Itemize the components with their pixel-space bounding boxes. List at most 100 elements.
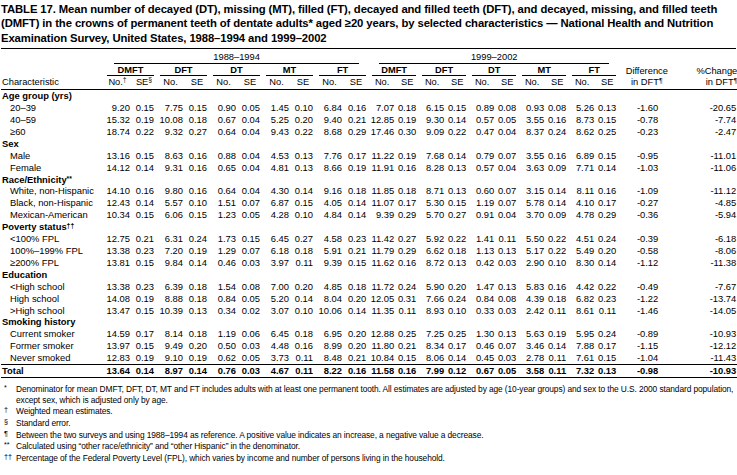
value-cell: 0.64 — [210, 126, 239, 138]
value-cell: 0.10 — [447, 305, 469, 317]
value-cell: 0.15 — [345, 257, 369, 269]
group-header-dmft: DMFT — [104, 64, 157, 76]
value-cell: 0.60 — [469, 185, 497, 197]
row-label: Female — [1, 162, 104, 174]
group-label: DMFT — [372, 65, 416, 76]
value-cell: 0.24 — [186, 233, 210, 245]
value-cell: 0.46 — [210, 257, 239, 269]
value-cell: 3.55 — [519, 114, 547, 126]
value-cell: 0.14 — [186, 365, 210, 378]
value-cell: 1.47 — [469, 281, 497, 293]
value-cell: 13.16 — [104, 150, 133, 162]
value-cell: 0.15 — [397, 352, 419, 364]
group-header-dft: DFT — [157, 64, 210, 76]
value-cell: 0.18 — [345, 281, 369, 293]
row-label: ≥60 — [1, 126, 104, 138]
value-cell: 5.49 — [569, 245, 597, 257]
value-cell: 0.84 — [210, 293, 239, 305]
no-subheader: No. — [263, 76, 292, 90]
value-cell: 4.51 — [569, 233, 597, 245]
group-label: MT — [266, 65, 313, 76]
value-cell: 0.25 — [447, 328, 469, 340]
value-cell: 9.31 — [157, 162, 186, 174]
value-cell: 0.14 — [447, 114, 469, 126]
value-cell: 4.30 — [263, 185, 292, 197]
value-cell: -7.67 — [674, 281, 737, 293]
section-row: Age group (yrs) — [1, 90, 737, 102]
value-cell: 8.68 — [316, 126, 345, 138]
table-row: 40–5915.320.1910.080.180.670.045.250.209… — [1, 114, 737, 126]
value-cell: 6.84 — [316, 102, 345, 114]
value-cell: 0.04 — [239, 114, 263, 126]
footnote-text: Between the two surveys and using 1988–1… — [16, 430, 483, 440]
value-cell: 5.92 — [419, 233, 447, 245]
value-cell: 0.18 — [186, 328, 210, 340]
value-cell: 0.08 — [497, 293, 519, 305]
value-cell: 0.23 — [133, 245, 157, 257]
value-cell: 0.62 — [210, 352, 239, 364]
value-cell: 5.63 — [519, 328, 547, 340]
value-cell: 5.57 — [157, 197, 186, 209]
group-header-dft: DFT — [419, 64, 469, 76]
value-cell: 0.07 — [239, 197, 263, 209]
value-cell: -1.60 — [619, 102, 674, 114]
value-cell: 0.11 — [547, 365, 569, 378]
value-cell: 0.16 — [597, 185, 619, 197]
value-cell: 9.39 — [316, 257, 345, 269]
value-cell: 0.02 — [239, 305, 263, 317]
value-cell: 0.16 — [547, 281, 569, 293]
group-label: DT — [213, 65, 260, 76]
value-cell: -11.06 — [674, 162, 737, 174]
value-cell: 3.97 — [263, 257, 292, 269]
value-cell: 3.58 — [519, 365, 547, 378]
value-cell: 0.24 — [597, 233, 619, 245]
footnote-symbol: ** — [4, 440, 9, 451]
value-cell: 0.14 — [447, 352, 469, 364]
footnote-text: Denominator for mean DMFT, DFT, DT, MT a… — [16, 384, 733, 405]
value-cell: 6.31 — [157, 233, 186, 245]
value-cell: 0.18 — [447, 245, 469, 257]
section-label: Poverty status†† — [1, 221, 737, 233]
value-cell: 0.19 — [186, 245, 210, 257]
value-cell: 0.20 — [345, 340, 369, 352]
value-cell: 10.34 — [104, 209, 133, 221]
value-cell: 0.25 — [597, 126, 619, 138]
value-cell: 0.03 — [239, 340, 263, 352]
value-cell: 11.42 — [369, 233, 397, 245]
row-label: Mexican-American — [1, 209, 104, 221]
value-cell: 1.23 — [210, 209, 239, 221]
value-cell: 8.06 — [419, 352, 447, 364]
value-cell: 9.40 — [316, 114, 345, 126]
value-cell: 4.42 — [569, 281, 597, 293]
value-cell: 0.45 — [469, 352, 497, 364]
value-cell: 0.16 — [186, 162, 210, 174]
value-cell: 11.22 — [369, 150, 397, 162]
value-cell: 0.13 — [447, 162, 469, 174]
se-subheader: SE — [597, 76, 619, 90]
value-cell: 0.03 — [239, 257, 263, 269]
group-header-dmft: DMFT — [369, 64, 419, 76]
value-cell: 12.83 — [104, 352, 133, 364]
table-row: >High school13.470.1510.390.130.340.023.… — [1, 305, 737, 317]
value-cell: 0.19 — [133, 352, 157, 364]
value-cell: 0.20 — [597, 245, 619, 257]
value-cell: -20.65 — [674, 102, 737, 114]
value-cell: 0.13 — [292, 162, 316, 174]
value-cell: -0.58 — [619, 245, 674, 257]
value-cell: 0.13 — [497, 245, 519, 257]
value-cell: -12.12 — [674, 340, 737, 352]
value-cell: 8.99 — [316, 340, 345, 352]
value-cell: 0.11 — [292, 257, 316, 269]
value-cell: 8.93 — [419, 305, 447, 317]
value-cell: 0.15 — [133, 102, 157, 114]
document-page: TABLE 17. Mean number of decayed (DT), m… — [0, 0, 737, 464]
group-header-ft: FT — [569, 64, 619, 76]
value-cell: 0.57 — [469, 162, 497, 174]
value-cell: 1.19 — [469, 197, 497, 209]
value-cell: 0.11 — [547, 305, 569, 317]
value-cell: 0.19 — [547, 328, 569, 340]
value-cell: 1.19 — [210, 328, 239, 340]
value-cell: 0.16 — [547, 150, 569, 162]
value-cell: 0.22 — [292, 126, 316, 138]
value-cell: -1.04 — [619, 352, 674, 364]
